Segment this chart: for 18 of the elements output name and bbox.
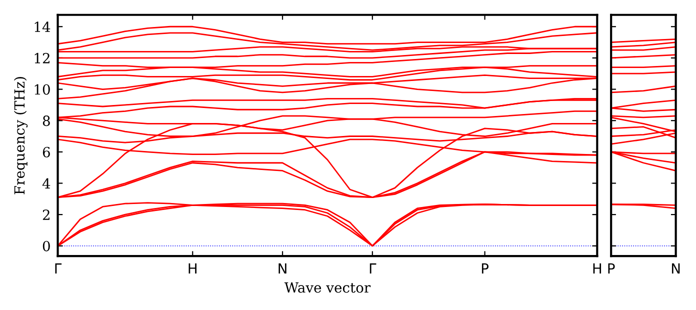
x-tick-label: H xyxy=(188,263,196,274)
x-tick-label: P xyxy=(608,263,615,274)
x-tick-label: Γ xyxy=(370,263,376,274)
x-tick-label: N xyxy=(672,263,680,274)
x-tick-label: N xyxy=(278,263,286,274)
y-tick-label: 8 xyxy=(42,116,50,126)
y-tick-label: 0 xyxy=(42,240,50,252)
y-tick-label: 4 xyxy=(42,178,50,189)
x-tick-label: H xyxy=(593,263,602,274)
y-tick-label: 12 xyxy=(34,52,50,64)
y-tick-label: 14 xyxy=(34,22,50,32)
x-tick-label: P xyxy=(482,263,489,274)
y-axis-title: Frequency (THz) xyxy=(14,77,28,194)
x-tick-label: Γ xyxy=(55,263,62,274)
y-tick-label: 10 xyxy=(34,84,50,95)
x-axis-title: Wave vector xyxy=(284,282,371,293)
y-tick-label: 6 xyxy=(42,146,50,158)
y-tick-label: 2 xyxy=(42,210,50,220)
